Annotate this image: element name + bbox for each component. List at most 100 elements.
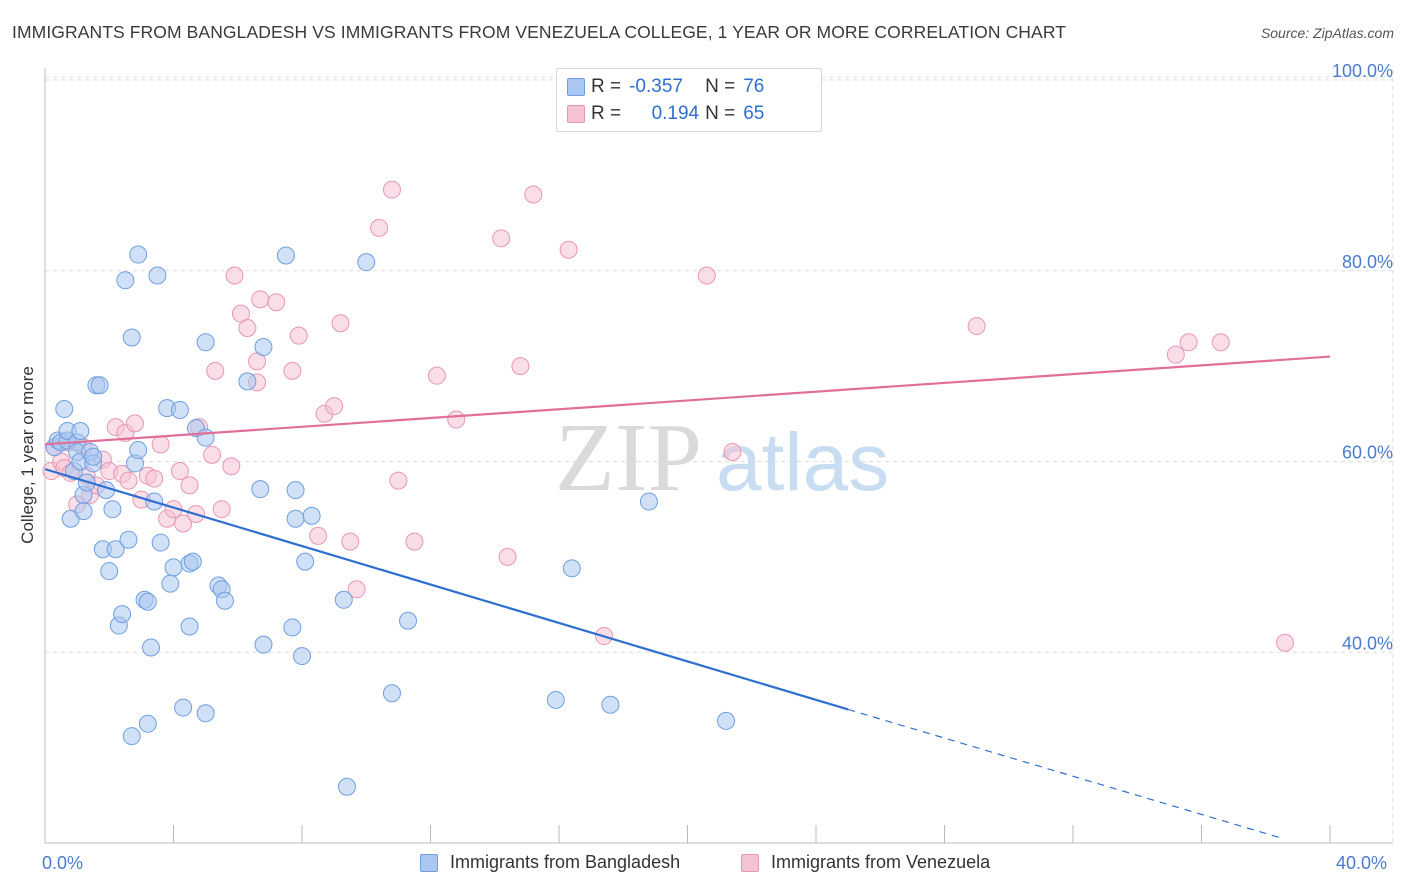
- venezuela-point: [427, 366, 446, 385]
- venezuela-point: [511, 357, 530, 376]
- bangladesh-point: [254, 635, 273, 654]
- axes: [44, 68, 1393, 844]
- bangladesh-point: [399, 611, 418, 630]
- legend-n-label: N =: [705, 76, 736, 97]
- watermark-atlas: atlas: [716, 417, 889, 508]
- venezuela-point: [151, 435, 170, 454]
- bangladesh-point: [119, 530, 138, 549]
- bangladesh-point: [129, 441, 148, 460]
- legend-item-bangladesh: Immigrants from Bangladesh: [420, 852, 680, 873]
- bangladesh-point: [286, 509, 305, 528]
- venezuela-point: [1276, 633, 1295, 652]
- venezuela-point: [559, 240, 578, 259]
- venezuela-point: [389, 471, 408, 490]
- venezuela-point: [170, 462, 189, 481]
- bangladesh-point: [129, 245, 148, 264]
- bangladesh-trend-line: [44, 468, 849, 711]
- venezuela-point: [145, 469, 164, 488]
- bangladesh-point: [90, 376, 109, 395]
- bangladesh-point: [142, 638, 161, 657]
- venezuela-point: [222, 457, 241, 476]
- legend-swatch-pink: [567, 105, 585, 123]
- y-tick-label: 80.0%: [1342, 252, 1393, 272]
- legend-label-venezuela: Immigrants from Venezuela: [771, 852, 991, 872]
- legend-r-value: -0.357: [629, 76, 683, 97]
- legend-n-label: N =: [705, 103, 736, 124]
- venezuela-point: [1211, 333, 1230, 352]
- bangladesh-point: [183, 552, 202, 571]
- venezuela-point: [492, 229, 511, 248]
- bangladesh-point: [562, 559, 581, 578]
- bangladesh-point: [293, 647, 311, 666]
- venezuela-point: [212, 500, 231, 519]
- venezuela-point: [498, 547, 517, 566]
- venezuela-point: [174, 514, 193, 533]
- bangladesh-point: [337, 777, 356, 796]
- bangladesh-point: [286, 481, 305, 500]
- venezuela-point: [203, 445, 222, 464]
- bangladesh-point: [254, 338, 273, 357]
- venezuela-point: [382, 180, 401, 199]
- venezuela-point: [283, 361, 302, 380]
- venezuela-point: [331, 314, 350, 333]
- y-tick-label: 100.0%: [1332, 61, 1393, 81]
- legend-item-venezuela: Immigrants from Venezuela: [741, 852, 990, 873]
- venezuela-point: [370, 218, 389, 237]
- legend-swatch-pink: [741, 853, 759, 872]
- bangladesh-point: [100, 562, 119, 581]
- bangladesh-point: [55, 400, 74, 419]
- bangladesh-point: [103, 500, 122, 519]
- bangladesh-point: [302, 506, 321, 525]
- legend-n-value: 65: [743, 103, 765, 124]
- venezuela-point: [1166, 345, 1185, 364]
- bangladesh-point: [84, 447, 103, 466]
- venezuela-point: [1179, 333, 1198, 352]
- bangladesh-points: [45, 245, 736, 796]
- bangladesh-point: [283, 618, 302, 637]
- legend-r-label: R =: [591, 76, 622, 97]
- bangladesh-point: [251, 480, 270, 499]
- bangladesh-point: [196, 704, 215, 723]
- y-axis-label: College, 1 year or more: [18, 366, 37, 544]
- bangladesh-point: [170, 400, 189, 419]
- bangladesh-point: [138, 714, 157, 733]
- bangladesh-point: [717, 711, 736, 730]
- venezuela-point: [447, 410, 466, 429]
- legend-row-bangladesh: R = -0.357 N = 76: [567, 74, 764, 100]
- venezuela-point: [225, 266, 244, 285]
- venezuela-point: [309, 526, 328, 545]
- legend-r-label: R =: [591, 103, 622, 124]
- venezuela-point: [238, 318, 257, 337]
- bangladesh-point: [382, 684, 401, 703]
- y-tick-label: 40.0%: [1342, 633, 1393, 653]
- venezuela-point: [967, 317, 986, 336]
- venezuela-point: [341, 532, 360, 551]
- x-tick-max: 40.0%: [1336, 853, 1388, 873]
- legend-r-value: 0.194: [651, 103, 700, 124]
- bangladesh-point: [180, 617, 199, 636]
- bangladesh-point: [196, 333, 215, 352]
- venezuela-point: [347, 580, 366, 599]
- venezuela-point: [267, 293, 286, 312]
- venezuela-point: [289, 326, 308, 345]
- bangladesh-point: [71, 421, 90, 440]
- venezuela-point: [125, 414, 144, 433]
- bangladesh-point: [601, 695, 620, 714]
- bangladesh-point: [138, 592, 157, 611]
- watermark-zip: ZIP: [555, 404, 702, 512]
- stats-legend: R = -0.357 N = 76 R = 0.194 N = 65: [556, 68, 822, 132]
- chart-title: IMMIGRANTS FROM BANGLADESH VS IMMIGRANTS…: [12, 22, 1067, 42]
- venezuela-point: [325, 397, 344, 416]
- bangladesh-point: [113, 605, 132, 624]
- bangladesh-point: [215, 591, 234, 610]
- y-tick-label: 60.0%: [1342, 443, 1393, 463]
- bangladesh-point: [357, 253, 376, 272]
- bangladesh-point: [296, 552, 315, 571]
- bangladesh-point: [546, 690, 565, 709]
- bangladesh-point: [122, 328, 141, 347]
- venezuela-point: [697, 266, 716, 285]
- y-tick-labels: 40.0% 60.0% 80.0% 100.0%: [1332, 61, 1393, 653]
- bangladesh-point: [116, 271, 135, 290]
- venezuela-point: [206, 361, 225, 380]
